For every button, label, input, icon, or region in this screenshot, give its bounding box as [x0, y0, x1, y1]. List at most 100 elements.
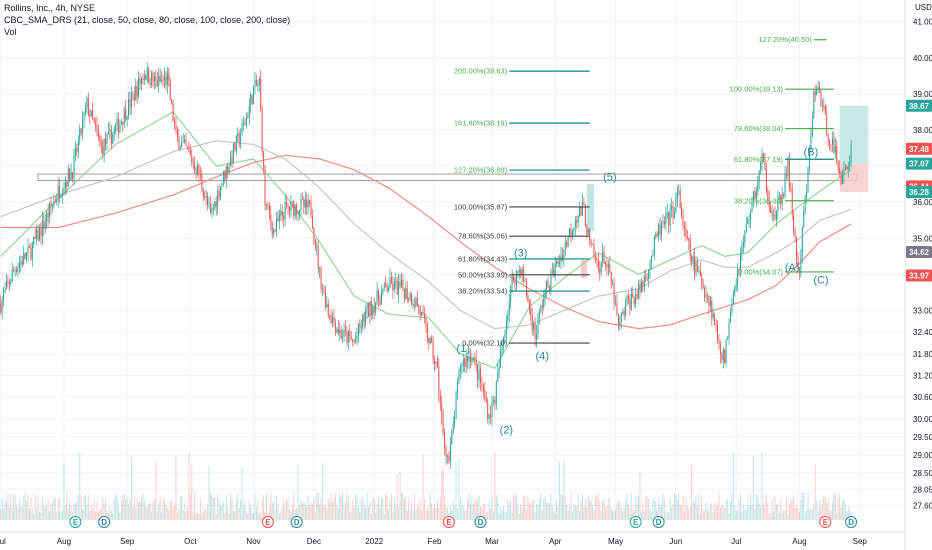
volume-bar	[334, 492, 336, 520]
volume-bar	[347, 495, 349, 520]
volume-bar	[168, 509, 170, 520]
candle-body	[741, 246, 743, 255]
price-tag-label: 38.67	[909, 102, 930, 111]
candle-body	[343, 329, 345, 337]
wave-label: (B)	[804, 146, 819, 158]
candle-body	[194, 163, 196, 171]
volume-bar	[502, 505, 504, 520]
candle-body	[428, 338, 430, 344]
candle-body	[576, 220, 578, 223]
event-marker[interactable]	[290, 516, 303, 528]
event-marker[interactable]	[819, 516, 832, 528]
event-marker[interactable]	[845, 516, 858, 528]
candle-body	[353, 341, 355, 343]
volume-bar	[429, 492, 431, 520]
candle-body	[254, 80, 256, 88]
volume-bar	[311, 503, 313, 520]
event-marker[interactable]	[69, 516, 82, 528]
volume-label[interactable]: Vol	[4, 27, 17, 37]
volume-bar	[340, 497, 342, 520]
volume-bar	[785, 495, 787, 520]
price-axis[interactable]: 41.0040.0039.0038.0037.0036.0035.0034.00…	[904, 0, 932, 550]
volume-bar	[77, 494, 79, 520]
candle-body	[694, 256, 696, 274]
candle-body	[90, 110, 92, 117]
volume-bar	[771, 498, 773, 520]
volume-bar	[567, 510, 569, 520]
candle-body	[603, 251, 605, 263]
candle-body	[570, 228, 572, 236]
candle-body	[199, 174, 201, 176]
volume-bar	[495, 495, 497, 520]
candle-body	[286, 202, 288, 205]
candle-body	[594, 256, 596, 259]
event-marker[interactable]	[474, 516, 487, 528]
y-tick-label: 30.60	[913, 393, 932, 402]
candle-body	[510, 285, 512, 301]
candle-body	[538, 311, 540, 318]
x-tick-label: Apr	[549, 537, 562, 546]
volume-bar	[683, 511, 685, 520]
volume-bar	[592, 504, 594, 520]
candle-body	[291, 201, 293, 203]
volume-bar	[359, 511, 361, 520]
candle-body	[722, 350, 724, 360]
event-marker[interactable]	[98, 516, 111, 528]
candle-body	[220, 186, 222, 198]
volume-bar	[149, 503, 151, 520]
volume-bar	[737, 511, 739, 520]
candle-body	[274, 229, 276, 232]
volume-bar	[546, 502, 548, 520]
candle-body	[689, 241, 691, 256]
candle-body	[669, 209, 671, 226]
candle-body	[178, 136, 180, 150]
event-marker[interactable]	[261, 516, 274, 528]
candle-body	[106, 134, 108, 144]
volume-bar	[159, 496, 161, 520]
volume-bar	[461, 500, 463, 520]
candle-body	[255, 80, 257, 86]
candle-body	[300, 198, 302, 210]
candle-body	[116, 118, 118, 127]
candle-body	[293, 202, 295, 216]
candle-body	[454, 417, 456, 424]
volume-bar	[484, 504, 486, 520]
candle-body	[455, 393, 457, 418]
volume-bar	[395, 506, 397, 520]
indicator-label[interactable]: CBC_SMA_DRS (21, close, 50, close, 80, c…	[4, 15, 291, 25]
candle-body	[287, 204, 289, 208]
candle-body	[788, 157, 790, 189]
volume-bar	[329, 503, 331, 520]
candle-body	[458, 370, 460, 383]
event-marker[interactable]	[442, 516, 455, 528]
volume-bar	[662, 493, 664, 520]
symbol-title[interactable]: Rollins, Inc., 4h, NYSE	[4, 3, 96, 13]
time-axis[interactable]: Jul Aug Sep Oct Nov Dec 2022 Feb Mar Apr May Jun Jul…	[0, 531, 905, 546]
candle-body	[209, 204, 211, 213]
candle-body	[23, 253, 25, 265]
volume-bar	[823, 496, 825, 520]
volume-bar	[678, 492, 680, 520]
volume-bar	[734, 505, 736, 520]
volume-bar	[696, 505, 698, 520]
volume-bar	[116, 496, 118, 520]
candle-body	[235, 135, 237, 152]
volume-bar	[93, 500, 95, 520]
x-tick-label: 2022	[365, 537, 383, 546]
candle-body	[804, 197, 806, 212]
candle-body	[675, 198, 677, 213]
event-marker[interactable]	[652, 516, 665, 528]
candle-body	[73, 155, 75, 179]
volume-bar	[625, 501, 627, 520]
volume-bar	[688, 508, 690, 520]
volume-bar	[632, 509, 634, 520]
candle-body	[49, 203, 51, 218]
candle-body	[83, 112, 85, 120]
event-marker[interactable]	[629, 516, 642, 528]
candle-body	[385, 283, 387, 287]
candle-body	[140, 78, 142, 84]
volume-bar	[609, 498, 611, 520]
volume-bar	[304, 502, 306, 520]
candle-body	[527, 295, 529, 302]
